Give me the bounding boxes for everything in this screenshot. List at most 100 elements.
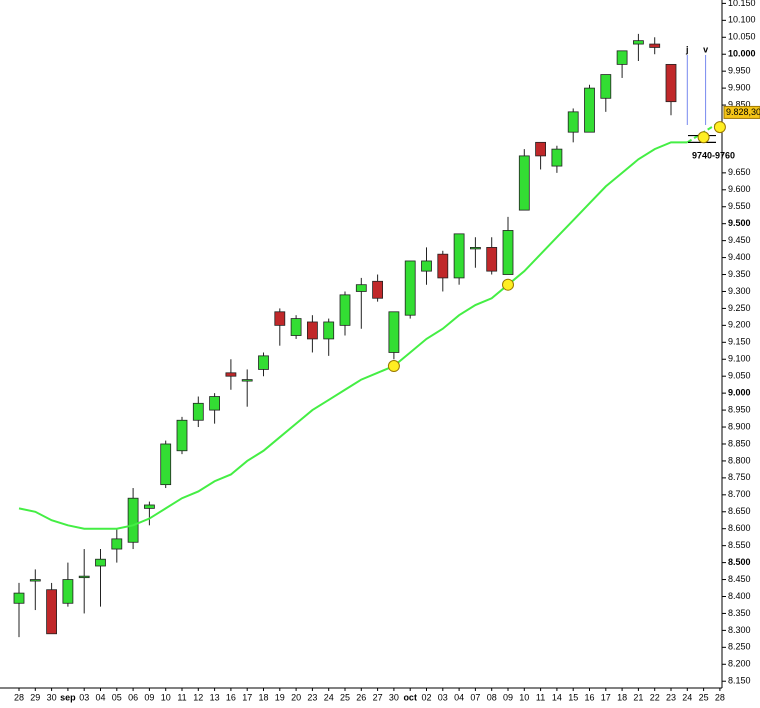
x-tick-label: 04 xyxy=(454,692,464,702)
y-tick-label: 8.400 xyxy=(728,591,751,601)
x-tick-label: 28 xyxy=(14,692,24,702)
x-tick-label: 28 xyxy=(715,692,725,702)
x-tick-label: 16 xyxy=(226,692,236,702)
candle-body xyxy=(258,355,269,370)
x-tick-label: 16 xyxy=(584,692,594,702)
candle-body xyxy=(78,575,90,579)
y-tick-label: 9.650 xyxy=(728,167,751,177)
x-tick-label: 18 xyxy=(617,692,627,702)
candle-body xyxy=(127,497,139,543)
x-tick-label: 22 xyxy=(650,692,660,702)
y-tick-label: 9.050 xyxy=(728,371,751,381)
y-tick-label: 8.950 xyxy=(728,404,751,414)
candle-body xyxy=(616,50,628,65)
x-tick-label: 17 xyxy=(601,692,611,702)
candle-body xyxy=(13,592,25,604)
y-tick-label: 10.050 xyxy=(728,32,756,42)
y-tick-label: 9.000 xyxy=(728,388,751,398)
candle-body xyxy=(502,230,514,275)
candle-body xyxy=(209,396,221,411)
candle-body xyxy=(306,321,318,340)
x-tick-label: 17 xyxy=(242,692,252,702)
candle-body xyxy=(274,311,286,326)
y-tick-label: 9.400 xyxy=(728,252,751,262)
candle-body xyxy=(192,402,204,421)
y-tick-label: 9.350 xyxy=(728,269,751,279)
candle-body xyxy=(241,379,253,382)
x-tick-label: 30 xyxy=(47,692,57,702)
candle-body xyxy=(160,443,172,486)
x-tick-label: 05 xyxy=(112,692,122,702)
x-tick-label: 09 xyxy=(144,692,154,702)
y-tick-label: 8.350 xyxy=(728,608,751,618)
candle-body xyxy=(649,43,661,48)
candle-body xyxy=(567,111,579,133)
candle-body xyxy=(633,40,644,45)
x-tick-label: 24 xyxy=(324,692,334,702)
candle-body xyxy=(95,558,106,567)
y-tick-label: 8.700 xyxy=(728,489,751,499)
x-tick-label: oct xyxy=(403,692,417,702)
highlight-point xyxy=(502,278,514,291)
y-tick-label: 9.600 xyxy=(728,184,751,194)
candle-body xyxy=(143,504,155,509)
x-tick-label: 23 xyxy=(307,692,317,702)
candle-body xyxy=(486,247,498,272)
x-tick-label: 29 xyxy=(30,692,40,702)
candle-body xyxy=(388,311,400,353)
x-tick-label: 25 xyxy=(699,692,709,702)
y-tick-label: 8.850 xyxy=(728,438,751,448)
candle-body xyxy=(323,321,335,340)
price-tag xyxy=(723,105,760,119)
x-tick-label: 26 xyxy=(356,692,366,702)
x-tick-label: 25 xyxy=(340,692,350,702)
y-tick-label: 8.800 xyxy=(728,455,751,465)
x-tick-label: 12 xyxy=(193,692,203,702)
y-tick-label: 9.150 xyxy=(728,337,751,347)
y-tick-label: 9.250 xyxy=(728,303,751,313)
x-tick-label: 13 xyxy=(210,692,220,702)
y-tick-label: 9.850 xyxy=(728,99,751,109)
x-tick-label: 30 xyxy=(389,692,399,702)
y-tick-label: 8.750 xyxy=(728,472,751,482)
x-tick-label: 03 xyxy=(438,692,448,702)
annotation-label: v xyxy=(703,44,708,54)
y-tick-label: 9.550 xyxy=(728,201,751,211)
x-tick-label: 02 xyxy=(421,692,431,702)
x-tick-label: 09 xyxy=(503,692,513,702)
price-tag-label: 9.828,30 xyxy=(726,107,760,117)
x-tick-label: 07 xyxy=(470,692,480,702)
x-tick-label: 06 xyxy=(128,692,138,702)
x-tick-label: 27 xyxy=(373,692,383,702)
y-tick-label: 9.200 xyxy=(728,320,751,330)
x-tick-label: 21 xyxy=(633,692,643,702)
x-tick-label: 24 xyxy=(682,692,692,702)
y-tick-label: 9.300 xyxy=(728,286,751,296)
x-tick-label: 15 xyxy=(568,692,578,702)
candle-body xyxy=(665,63,677,103)
candle-body xyxy=(469,247,481,250)
candle-body xyxy=(225,372,237,377)
x-tick-label: sep xyxy=(60,692,76,702)
highlight-point xyxy=(697,131,710,144)
candle-body xyxy=(404,260,416,316)
candle-body xyxy=(453,233,465,279)
y-tick-label: 8.300 xyxy=(728,625,751,635)
x-tick-label: 11 xyxy=(536,692,545,702)
candle-body xyxy=(176,419,188,452)
highlight-point xyxy=(713,121,726,134)
x-tick-label: 23 xyxy=(666,692,676,702)
x-tick-label: 08 xyxy=(487,692,497,702)
y-tick-label: 8.150 xyxy=(728,676,751,686)
y-tick-label: 9.450 xyxy=(728,235,751,245)
y-tick-label: 8.600 xyxy=(728,523,751,533)
y-tick-label: 9.500 xyxy=(728,218,751,228)
y-tick-label: 8.500 xyxy=(728,557,751,567)
x-tick-label: 19 xyxy=(275,692,285,702)
candle-body xyxy=(421,260,432,272)
highlight-point xyxy=(387,360,400,373)
x-tick-label: 18 xyxy=(258,692,268,702)
candle-body xyxy=(111,538,123,550)
candle-body xyxy=(355,284,367,292)
